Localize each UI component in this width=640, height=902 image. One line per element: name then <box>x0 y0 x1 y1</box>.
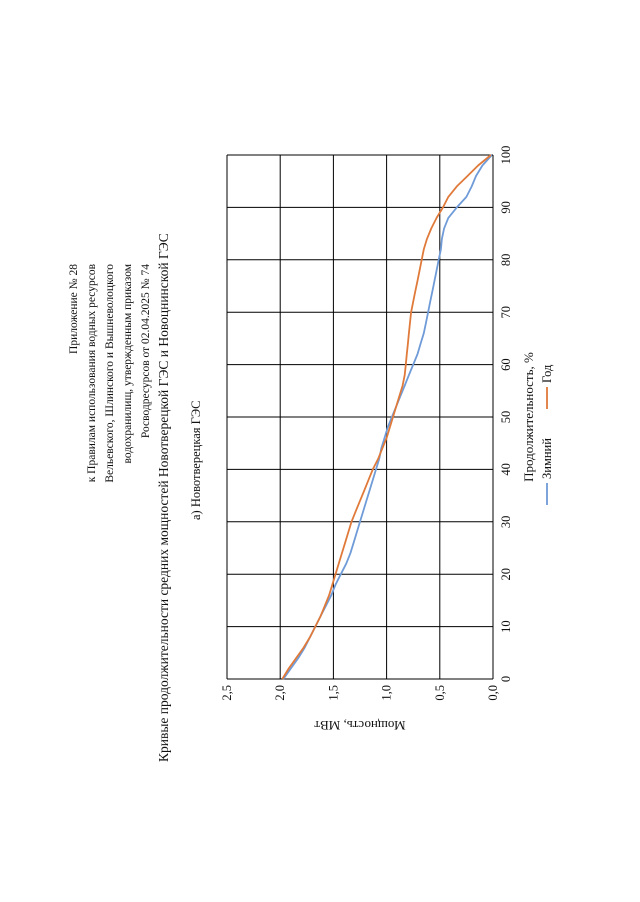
legend-label-winter: Зимний <box>540 438 554 479</box>
x-tick-label: 70 <box>499 306 513 319</box>
page-title: Кривые продолжительности средних мощност… <box>156 233 171 762</box>
y-tick-label: 0,5 <box>433 685 447 701</box>
x-axis-label: Продолжительность, % <box>521 352 536 482</box>
y-axis-label: Мощность, МВт <box>314 718 406 733</box>
x-tick-label: 80 <box>499 254 513 267</box>
x-tick-label: 20 <box>499 568 513 581</box>
chart-legend: Зимний Год <box>540 364 554 505</box>
x-tick-label: 60 <box>499 358 513 371</box>
x-tick-label: 90 <box>499 201 513 214</box>
x-tick-label: 50 <box>499 411 513 424</box>
x-tick-label: 30 <box>499 516 513 529</box>
x-tick-label: 10 <box>499 620 513 633</box>
x-tick-label: 100 <box>499 146 513 165</box>
header-line-5: Росводресурсов от 02.04.2025 № 74 <box>140 264 152 438</box>
chart-ticks: 0 10 20 30 40 50 60 70 80 90 100 0,0 0,5 1,0 1,5 2,0 2,5 <box>220 146 513 701</box>
header-line-1: Приложение № 28 <box>68 264 80 354</box>
x-tick-label: 0 <box>499 676 513 682</box>
chart-series <box>281 154 493 680</box>
y-tick-label: 2,5 <box>220 685 234 701</box>
y-tick-label: 1,0 <box>380 685 394 701</box>
series-line-year <box>281 154 492 680</box>
header-line-3: Вельевского, Шлинского и Вышневолоцкого <box>104 264 116 483</box>
y-tick-label: 2,0 <box>273 685 287 701</box>
chart-plot: 0 10 20 30 40 50 60 70 80 90 100 0,0 0,5 1,0 1,5 2,0 2,5… <box>220 146 554 733</box>
legend-label-year: Год <box>540 364 554 383</box>
y-tick-label: 1,5 <box>326 685 340 701</box>
header-line-4: водохранилищ, утвержденным приказом <box>122 263 134 463</box>
x-tick-label: 40 <box>499 463 513 476</box>
series-line-winter <box>282 154 493 680</box>
y-tick-label: 0,0 <box>486 685 500 701</box>
header-line-2: к Правилам использования водных ресурсов <box>86 263 98 482</box>
chart-grid <box>226 154 494 680</box>
header-block: Приложение № 28 к Правилам использования… <box>68 263 152 482</box>
chart-title: а) Новотверецкая ГЭС <box>189 401 203 520</box>
